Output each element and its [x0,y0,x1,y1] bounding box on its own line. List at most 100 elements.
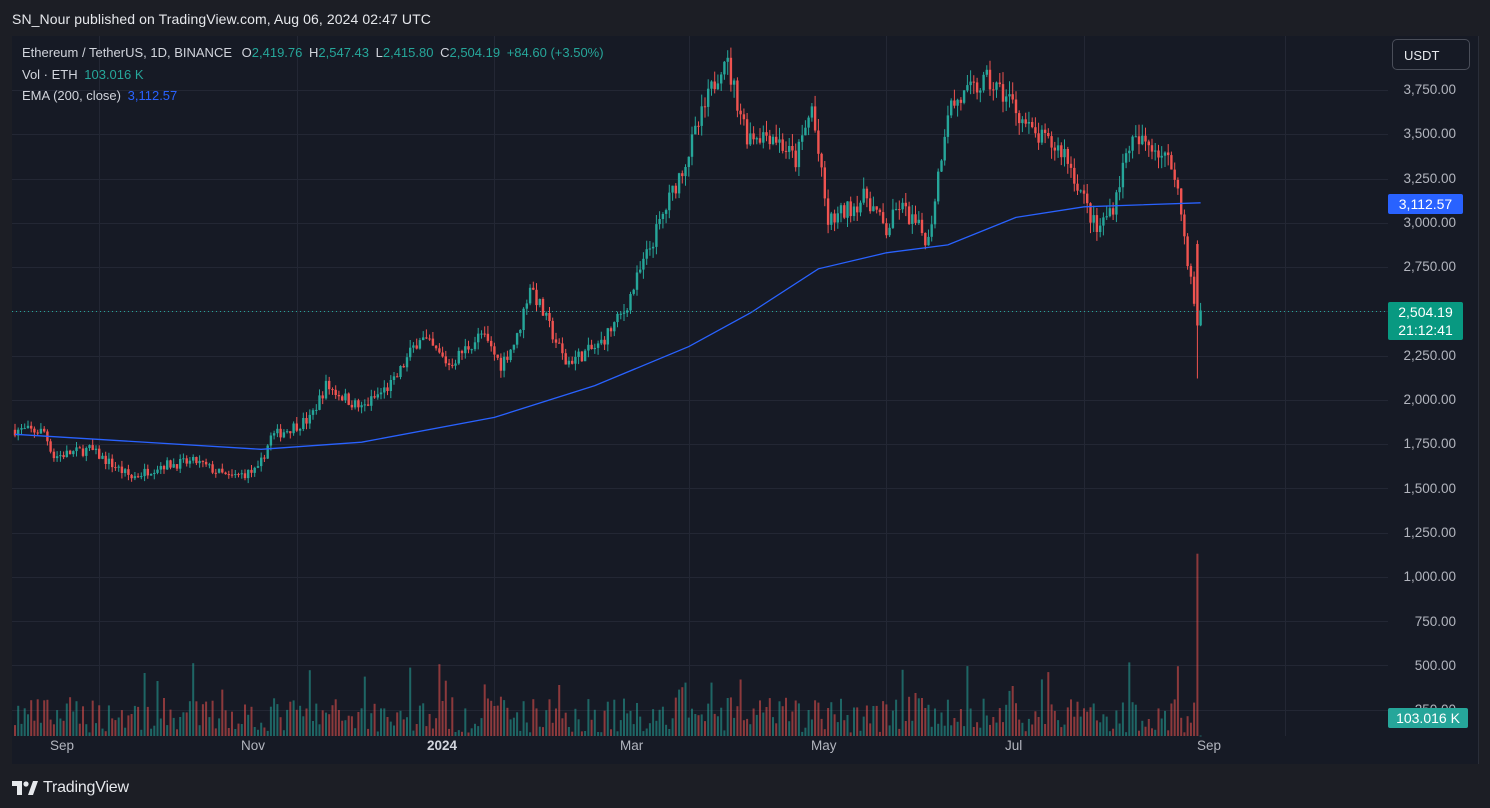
candle-body [1043,129,1047,133]
candle-body [833,213,836,223]
candle-body [13,429,17,436]
volume-bar [969,708,972,736]
volume-bar [312,721,314,736]
candle-body [94,448,98,450]
volume-bar [143,673,146,736]
volume-bar [645,728,648,736]
symbol-name[interactable]: Ethereum / TetherUS, 1D, BINANCE [22,45,233,60]
volume-bar [188,701,191,736]
volume-bar [14,725,16,736]
candle-body [723,61,726,75]
volume-bar [885,704,888,736]
candle-body [979,90,982,93]
volume-bar [849,732,852,736]
volume-bar [564,712,567,736]
candle-body [493,346,496,355]
candle-body [250,469,253,473]
volume-bar [289,701,292,736]
volume-bar [522,701,525,736]
volume-bar [953,718,956,736]
candle-body [490,340,493,347]
volume-bar [1099,722,1102,736]
candle-body [794,150,797,168]
volume-bar [797,703,800,736]
candle-body [745,119,749,145]
price-tick: 1,750.00 [1403,436,1456,451]
candle-body [839,205,843,214]
candle-body [583,350,587,362]
volume-bar [257,729,259,736]
volume-bar [328,714,331,736]
volume-bar [992,717,995,736]
volume-bar [636,703,638,736]
chart-canvas[interactable] [12,36,1478,764]
volume-bar [282,730,285,736]
candle-body [1011,94,1014,100]
volume-bar [807,710,810,736]
volume-bar [801,731,804,736]
candle-body [901,202,904,210]
candle-body [1102,217,1105,226]
candle-body [1063,149,1066,158]
candle-body [587,344,590,351]
volume-bar [153,725,156,736]
candle-body [441,352,444,357]
candle-body [389,380,392,391]
volume-bar [567,727,570,736]
ema-label: EMA (200, close) [22,88,121,103]
candle-body [1180,188,1183,215]
candle-body [1076,183,1079,191]
symbol-legend[interactable]: Ethereum / TetherUS, 1D, BINANCE O2,419.… [22,45,604,60]
candle-body [849,201,852,217]
candle-body [130,474,133,479]
volume-bar [584,731,587,736]
volume-bar [995,722,998,736]
volume-bar [490,700,493,736]
ema-legend[interactable]: EMA (200, close) 3,112.57 [22,88,177,103]
volume-bar [1044,724,1047,736]
volume-bar [982,698,985,736]
volume-bar [506,707,509,736]
volume-legend[interactable]: Vol · ETH 103.016 K [22,67,144,82]
chart-area[interactable] [12,36,1479,764]
volume-bar [788,721,791,736]
candle-body [1163,152,1167,156]
candle-body [295,423,298,431]
candle-body [192,457,195,461]
candle-body [363,404,366,406]
candle-body [1027,122,1031,124]
tradingview-logo[interactable]: TradingView [12,779,129,797]
candle-body [661,214,665,219]
candle-body [451,365,454,367]
volume-bar [687,717,690,736]
volume-bar [655,720,658,736]
candle-body [917,219,920,223]
candle-body [43,428,46,432]
candle-body [920,219,924,233]
volume-bar [950,725,953,736]
volume-bar [422,703,425,736]
volume-label: Vol · ETH [22,67,78,82]
volume-bar [198,725,201,736]
candle-body [279,428,282,438]
candle-body [826,198,830,225]
candle-body [240,473,243,475]
volume-bar [759,700,761,736]
candle-body [658,219,661,225]
volume-bar [457,730,460,736]
currency-unit-button[interactable]: USDT [1392,39,1470,70]
candle-body [72,451,75,455]
volume-bar [629,710,632,736]
candle-body [982,74,985,91]
volume-bar [681,687,684,736]
volume-bar [480,718,483,736]
volume-bar [496,705,499,736]
candle-body [651,246,655,249]
candle-body [707,88,710,107]
candle-body [169,460,172,468]
candle-body [136,476,140,478]
volume-bar [959,709,962,736]
candle-body [752,133,755,140]
volume-bar [843,720,846,736]
volume-bar [1186,716,1189,736]
